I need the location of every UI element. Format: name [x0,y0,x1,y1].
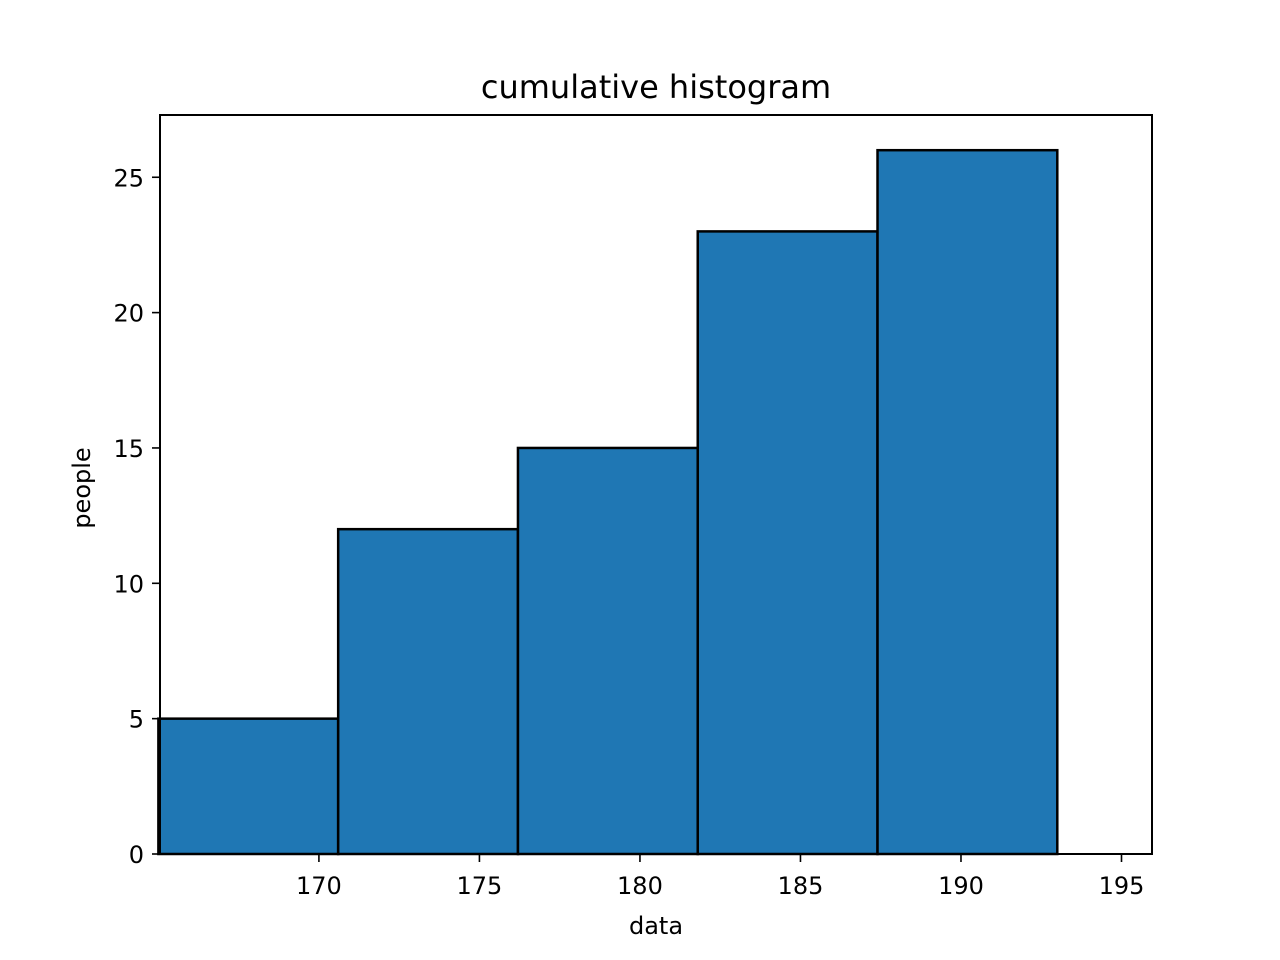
x-tick-label: 190 [938,872,984,900]
y-tick-label: 25 [113,164,144,192]
histogram-bar-1 [157,717,340,856]
plot-frame [159,114,1153,855]
chart-title: cumulative histogram [481,68,831,106]
y-tick-label: 15 [113,435,144,463]
y-tick-label: 0 [129,841,144,869]
y-tick-label: 5 [129,706,144,734]
y-tick-label: 20 [113,300,144,328]
histogram-bar-3 [516,446,699,856]
x-axis-ticks: 170 175 180 185 190 195 [296,854,1144,900]
histogram-bar-2 [336,527,520,856]
y-axis-label: people [68,447,96,528]
x-tick-label: 195 [1099,872,1145,900]
x-tick-label: 185 [778,872,824,900]
x-axis-label: data [629,912,683,940]
x-tick-label: 170 [296,872,342,900]
histogram-bar-4 [696,230,879,856]
x-tick-label: 175 [457,872,503,900]
y-tick-label: 10 [113,570,144,598]
histogram-bar-5 [876,148,1059,856]
y-axis-ticks: 0 5 10 15 20 25 [113,164,160,869]
x-tick-label: 180 [617,872,663,900]
bars-group [157,148,1059,856]
